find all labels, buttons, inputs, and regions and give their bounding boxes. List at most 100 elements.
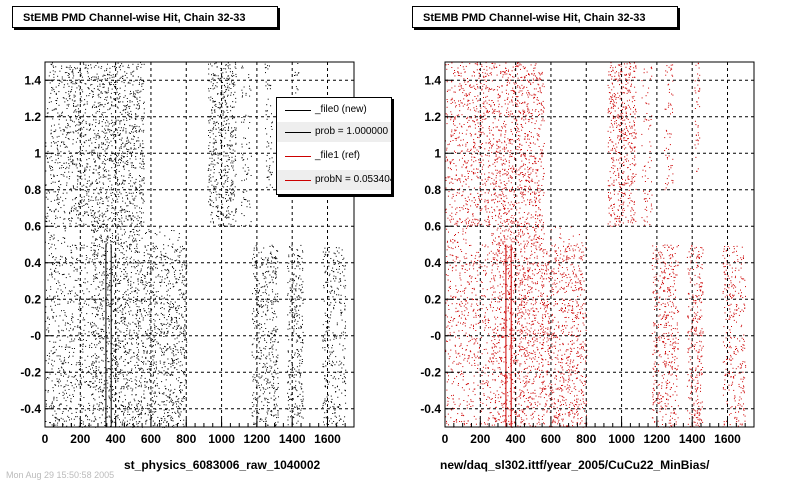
data-point — [72, 355, 74, 357]
data-point — [131, 125, 133, 127]
data-point — [132, 131, 134, 133]
data-point — [103, 254, 105, 256]
data-point — [124, 71, 126, 73]
data-point — [117, 201, 119, 203]
data-point — [124, 211, 126, 213]
data-point — [133, 231, 135, 233]
data-point — [73, 75, 75, 77]
data-point — [101, 247, 103, 249]
data-point — [88, 195, 90, 197]
data-point — [93, 230, 95, 232]
data-point — [61, 367, 63, 369]
data-point — [138, 330, 140, 332]
data-point — [224, 127, 226, 128]
data-point — [133, 220, 134, 222]
data-point — [57, 280, 59, 282]
data-point — [232, 199, 234, 201]
data-point — [136, 131, 138, 133]
data-point — [139, 421, 141, 423]
data-point — [253, 424, 255, 425]
data-point — [141, 147, 143, 149]
data-point — [136, 66, 138, 68]
data-point — [267, 334, 269, 336]
data-point — [118, 249, 120, 251]
data-point — [136, 347, 138, 348]
data-point — [137, 353, 138, 355]
data-point — [96, 355, 97, 357]
data-point — [83, 317, 84, 319]
data-point — [69, 291, 71, 293]
data-point — [122, 161, 124, 163]
data-point — [230, 192, 232, 194]
data-point — [86, 190, 88, 192]
data-point — [161, 350, 163, 352]
data-point — [212, 142, 214, 144]
data-point — [277, 261, 279, 263]
data-point — [136, 188, 138, 190]
data-point — [143, 63, 145, 65]
data-point — [179, 251, 181, 253]
data-point — [169, 238, 171, 240]
data-point — [128, 349, 130, 351]
data-point — [129, 313, 130, 315]
data-point — [143, 112, 145, 114]
data-point — [255, 399, 256, 401]
data-point — [93, 192, 95, 194]
data-point — [116, 214, 118, 216]
data-point — [76, 163, 78, 165]
data-point — [186, 271, 188, 273]
data-point — [271, 373, 273, 375]
data-point — [157, 328, 159, 330]
data-point — [60, 196, 62, 198]
data-point — [123, 175, 125, 177]
data-point — [250, 155, 252, 157]
data-point — [207, 186, 209, 188]
data-point — [97, 94, 99, 96]
data-point — [92, 105, 94, 107]
data-point — [154, 327, 156, 328]
data-point — [134, 216, 136, 218]
data-point — [80, 344, 82, 346]
data-point — [70, 400, 72, 402]
data-point — [95, 361, 97, 363]
data-point — [116, 289, 118, 291]
data-point — [71, 155, 73, 157]
data-point — [77, 380, 78, 382]
data-point — [234, 150, 236, 152]
data-point — [164, 269, 166, 271]
data-point — [101, 162, 103, 164]
data-point — [127, 160, 129, 162]
data-point — [45, 220, 47, 222]
data-point — [173, 362, 175, 364]
data-point — [118, 221, 120, 223]
data-point — [108, 74, 110, 76]
data-point — [175, 349, 177, 351]
data-point — [105, 243, 107, 245]
data-point — [266, 271, 268, 272]
data-point — [81, 76, 83, 78]
data-point — [77, 110, 79, 112]
data-point — [275, 277, 276, 279]
data-point — [255, 290, 257, 291]
data-point — [222, 213, 224, 215]
data-point — [123, 360, 125, 362]
data-point — [81, 245, 83, 246]
data-point — [120, 65, 121, 67]
data-point — [153, 300, 155, 302]
data-point — [106, 141, 108, 143]
data-point — [73, 205, 75, 207]
data-point — [172, 360, 174, 362]
data-point — [161, 418, 163, 420]
data-point — [91, 373, 93, 375]
data-point — [98, 405, 100, 407]
data-point — [62, 237, 64, 239]
data-point — [144, 315, 146, 317]
data-point — [91, 206, 93, 207]
data-point — [109, 174, 111, 176]
data-point — [58, 355, 60, 357]
data-point — [108, 340, 110, 342]
data-point — [229, 148, 231, 150]
data-point — [139, 82, 140, 84]
data-point — [228, 67, 229, 69]
data-point — [145, 356, 147, 358]
